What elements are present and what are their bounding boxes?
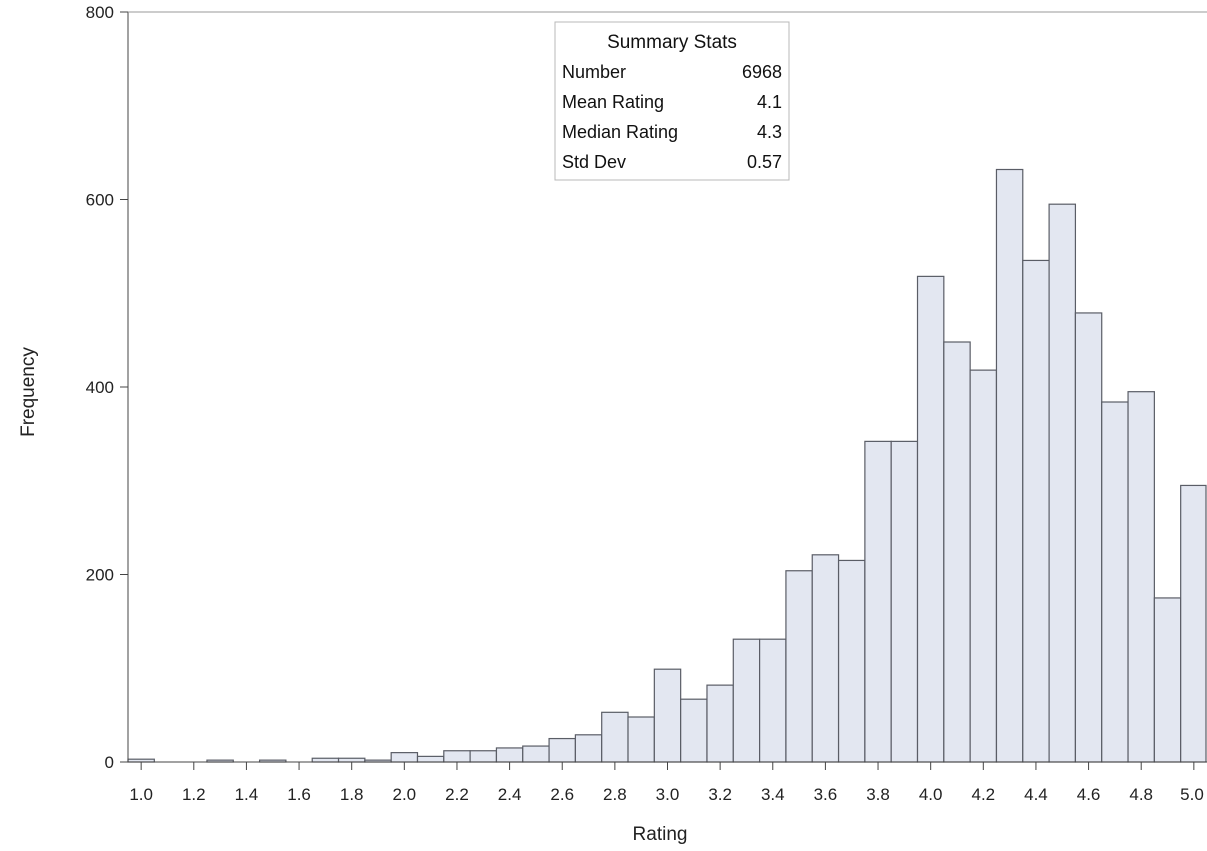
histogram-bar: [680, 698, 708, 763]
summary-stats-border: [554, 21, 790, 181]
stat-value-stddev: 0.57: [747, 152, 782, 172]
x-tick-label: 1.6: [287, 785, 311, 804]
histogram-bar: [495, 747, 524, 763]
histogram-bar: [1101, 401, 1129, 763]
x-tick-label: 1.8: [340, 785, 364, 804]
histogram-bar: [759, 638, 787, 763]
x-tick-label: 1.4: [235, 785, 259, 804]
stat-value-mean: 4.1: [757, 92, 782, 112]
x-tick-label: 4.2: [971, 785, 995, 804]
x-tick-label: 2.8: [603, 785, 627, 804]
y-tick-label: 200: [86, 566, 114, 585]
histogram-bar: [837, 559, 866, 763]
histogram-bar: [1074, 312, 1103, 763]
y-tick-label: 400: [86, 378, 114, 397]
histogram-bar: [1048, 203, 1077, 763]
histogram-bar: [1127, 391, 1155, 763]
x-tick-label: 4.0: [919, 785, 943, 804]
x-tick-label: 3.8: [866, 785, 890, 804]
x-tick-label: 3.6: [814, 785, 838, 804]
histogram-bar: [311, 757, 340, 763]
x-tick-label: 3.0: [656, 785, 680, 804]
stat-value-median: 4.3: [757, 122, 782, 142]
x-tick-label: 2.4: [498, 785, 522, 804]
x-tick-label: 3.2: [708, 785, 732, 804]
axes-group: 0 200 400 600 800 1.0 1.2 1.4 1.6 1.8 2.0 2.2 2.4 2.6…: [86, 3, 1207, 804]
histogram-bar: [337, 757, 366, 763]
histogram-bar: [732, 638, 761, 763]
x-tick-label: 3.4: [761, 785, 785, 804]
histogram-bar: [522, 745, 550, 763]
stat-label-number: Number: [562, 62, 626, 82]
summary-stats-title: Summary Stats: [607, 32, 737, 53]
y-tick-label: 0: [105, 753, 114, 772]
stat-label-mean: Mean Rating: [562, 92, 664, 112]
histogram-bar: [995, 168, 1024, 763]
histogram-bar: [548, 737, 576, 763]
y-axis-title: Frequency: [18, 347, 39, 437]
x-tick-label: 5.0: [1180, 785, 1204, 804]
histogram-bar: [916, 275, 945, 763]
histogram-bar: [1022, 259, 1050, 763]
stat-value-number: 6968: [742, 62, 782, 82]
histogram-bar: [864, 440, 892, 763]
histogram-bar: [1153, 597, 1182, 763]
histogram-bar: [785, 570, 813, 763]
histogram-bar: [1180, 484, 1207, 763]
y-tick-label: 800: [86, 3, 114, 22]
stat-label-stddev: Std Dev: [562, 152, 626, 172]
histogram-bar: [706, 684, 734, 763]
histogram-bar: [416, 755, 445, 763]
x-axis-title: Rating: [633, 824, 688, 845]
histogram-bar: [943, 341, 971, 763]
x-tick-label: 4.8: [1129, 785, 1153, 804]
histogram-bar: [601, 711, 629, 763]
histogram-bar: [969, 369, 998, 763]
histogram-bar: [574, 734, 603, 763]
x-tick-label: 1.0: [129, 785, 153, 804]
histogram-bar: [653, 668, 682, 763]
summary-stats-box: Summary Stats Number 6968 Mean Rating 4.…: [554, 21, 790, 181]
x-tick-label: 2.0: [393, 785, 417, 804]
histogram-bar: [627, 716, 655, 763]
y-tick-label: 600: [86, 191, 114, 210]
histogram-bar: [443, 750, 471, 763]
x-tick-label: 4.4: [1024, 785, 1048, 804]
histogram-bar: [811, 554, 840, 763]
stat-label-median: Median Rating: [562, 122, 678, 142]
x-tick-label: 4.6: [1077, 785, 1101, 804]
bars-group: [127, 168, 1207, 763]
x-tick-label: 2.6: [550, 785, 574, 804]
x-tick-label: 1.2: [182, 785, 206, 804]
histogram-bar: [469, 750, 498, 763]
histogram-bar: [390, 752, 419, 763]
x-tick-label: 2.2: [445, 785, 469, 804]
histogram-bar: [890, 440, 919, 763]
